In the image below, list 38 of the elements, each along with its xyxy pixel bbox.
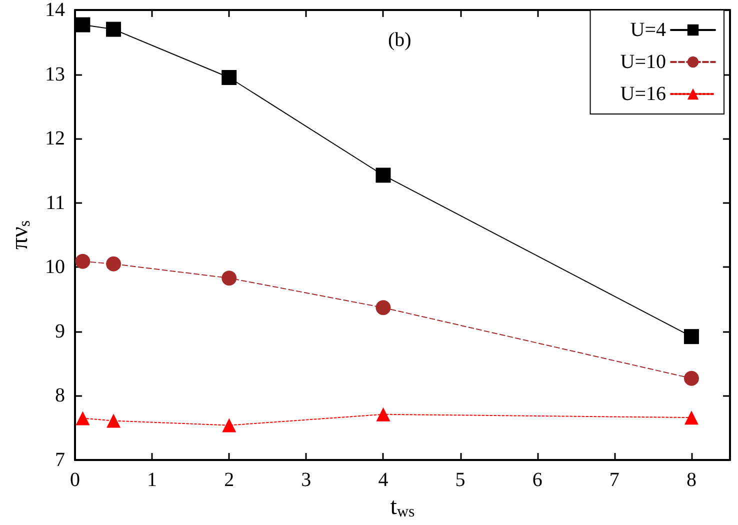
point bbox=[75, 254, 90, 269]
point bbox=[76, 411, 90, 426]
y-tick-label: 12 bbox=[45, 128, 65, 150]
x-tick-label: 7 bbox=[609, 469, 620, 491]
x-axis-title: tws bbox=[390, 494, 415, 520]
y-tick-label: 14 bbox=[45, 0, 65, 21]
point bbox=[684, 370, 699, 386]
x-tick-label: 5 bbox=[455, 469, 466, 491]
x-tick-label: 2 bbox=[224, 469, 234, 491]
y-tick-label: 10 bbox=[45, 256, 65, 278]
point bbox=[222, 418, 236, 432]
x-tick-label: 6 bbox=[532, 469, 542, 491]
legend-label: U=16 bbox=[620, 83, 666, 105]
y-axis-title: πνs bbox=[7, 220, 34, 250]
y-tick-label: 8 bbox=[55, 384, 65, 407]
point bbox=[376, 407, 390, 422]
x-tick-label: 8 bbox=[686, 469, 696, 491]
point bbox=[75, 17, 90, 32]
y-tick-label: 7 bbox=[55, 449, 65, 471]
x-tick-label: 0 bbox=[70, 469, 80, 491]
y-tick-label: 13 bbox=[45, 63, 65, 86]
y-tick-label: 9 bbox=[55, 320, 65, 342]
point bbox=[106, 256, 122, 272]
y-tick-label: 11 bbox=[46, 192, 65, 214]
point bbox=[376, 168, 391, 183]
x-tick-label: 1 bbox=[147, 469, 158, 491]
legend-label: U=4 bbox=[630, 19, 666, 41]
point bbox=[106, 22, 122, 37]
x-tick-label: 3 bbox=[301, 469, 312, 491]
point bbox=[222, 270, 237, 286]
legend-label: U=10 bbox=[620, 51, 666, 73]
point bbox=[106, 414, 121, 428]
point bbox=[376, 300, 391, 316]
point bbox=[684, 329, 699, 344]
annotation: (b) bbox=[388, 29, 412, 51]
point bbox=[684, 410, 698, 425]
point bbox=[222, 70, 237, 85]
x-tick-label: 4 bbox=[378, 469, 388, 491]
